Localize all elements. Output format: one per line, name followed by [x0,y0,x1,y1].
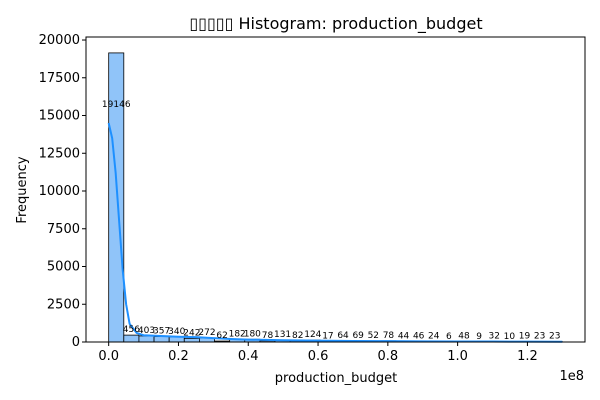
chart-title: ▯▯▯▯▯ Histogram: production_budget [189,14,482,34]
histogram-bar [138,335,155,343]
bar-count-label: 17 [322,332,333,342]
x-tick-label: 1.0 [447,349,468,364]
bar-count-label: 131 [274,330,291,340]
histogram-bar [123,334,140,343]
x-axis-offset-label: 1e8 [559,369,584,384]
y-tick-label: 7500 [47,222,80,237]
bar-count-label: 124 [304,330,321,340]
y-axis-label: Frequency [15,156,30,223]
bar-count-label: 62 [216,331,227,341]
x-tick-label: 0.2 [168,349,189,364]
bar-count-label: 456 [123,325,140,335]
bar-count-label: 357 [153,327,170,337]
bar-count-label: 182 [229,329,246,339]
y-tick-label: 20000 [39,33,80,48]
bar-count-label: 46 [413,331,425,341]
bar-count-label: 403 [138,326,155,336]
histogram-bar [183,337,200,343]
x-tick-label: 0.4 [238,349,259,364]
x-tick-label: 0.8 [377,349,398,364]
bar-count-label: 44 [398,331,410,341]
plot-frame [85,36,586,343]
bars-layer [108,52,563,343]
bar-count-label: 19 [519,332,531,342]
bar-count-label: 69 [352,331,364,341]
y-tick-label: 12500 [39,146,80,161]
y-tick-label: 17500 [39,71,80,86]
y-axis-ticks: 0 2500 5000 7500 10000 12500 15000 17500 20000 [39,33,86,350]
bar-count-label: 242 [183,328,200,338]
y-tick-label: 0 [72,335,80,350]
x-tick-label: 0.0 [98,349,119,364]
x-tick-label: 0.6 [308,349,329,364]
bar-count-label: 24 [428,332,440,342]
x-axis-ticks: 0.0 0.2 0.4 0.6 0.8 1.0 1.2 [98,342,538,364]
bar-count-label: 6 [446,332,452,342]
x-axis-label: production_budget [275,371,397,386]
bar-count-label: 52 [368,331,379,341]
bar-count-label: 340 [168,327,185,337]
x-tick-label: 1.2 [517,349,538,364]
bar-count-label: 78 [383,331,395,341]
bar-count-label: 78 [262,331,274,341]
y-tick-label: 5000 [47,260,80,275]
bar-count-label: 272 [198,328,215,338]
bar-count-label: 23 [549,332,560,342]
histogram-bar [153,336,170,343]
kde-layer [107,122,563,343]
bar-count-label: 180 [244,329,261,339]
bar-count-label: 32 [489,332,500,342]
y-tick-label: 2500 [47,297,80,312]
bar-count-label: 23 [534,332,545,342]
kde-line [107,122,563,343]
bar-count-label: 48 [458,331,470,341]
bar-count-label: 82 [292,331,303,341]
bar-count-label: 9 [476,332,482,342]
y-tick-label: 10000 [39,184,80,199]
histogram-bar [108,52,125,343]
bar-count-label: 19146 [102,100,131,110]
y-tick-label: 15000 [39,109,80,124]
bar-count-label: 10 [504,332,516,342]
bar-count-label: 64 [337,331,349,341]
